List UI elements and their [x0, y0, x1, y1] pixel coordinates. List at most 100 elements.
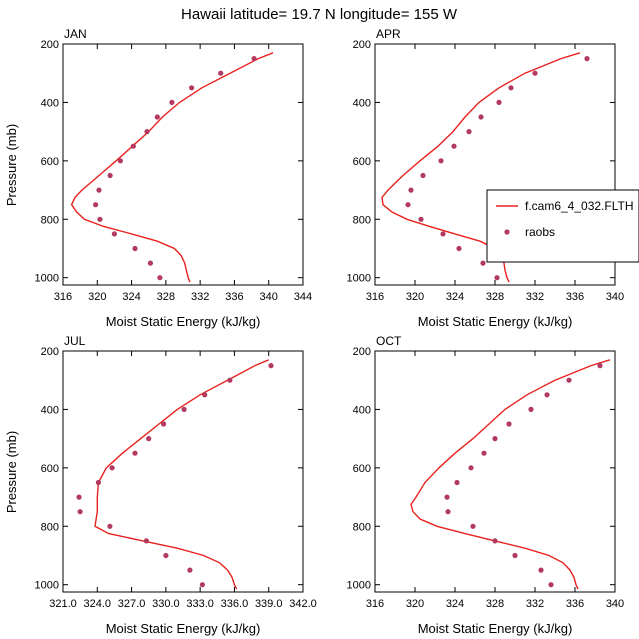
y-axis-label: Pressure (mb)	[4, 431, 19, 513]
y-tick-label: 800	[41, 214, 59, 226]
obs-point	[181, 406, 187, 412]
obs-point	[566, 377, 572, 383]
panel-jul: JUL 321.0 324.0 327.0 330.0 333.0 336.0 339.0 3…	[4, 334, 317, 636]
obs-point	[584, 56, 590, 62]
y-tick-label: 400	[353, 97, 371, 109]
obs-point	[548, 582, 554, 588]
y-tick-label: 400	[41, 404, 59, 416]
obs-point	[107, 172, 113, 179]
panel-title: JAN	[64, 27, 87, 41]
x-tick-label: 328	[486, 291, 504, 303]
obs-point	[456, 245, 462, 252]
plot-frame	[374, 350, 616, 593]
obs-point	[420, 172, 426, 179]
obs-point	[132, 450, 138, 456]
obs-point	[161, 421, 167, 427]
obs-point	[117, 158, 123, 164]
y-tick-label: 600	[353, 463, 371, 475]
x-tick-label: 316	[366, 291, 384, 303]
panel-title: OCT	[376, 334, 402, 348]
y-tick-label: 400	[41, 97, 59, 109]
obs-point	[496, 99, 502, 105]
data-marks	[410, 359, 611, 590]
x-tick-label: 340	[606, 598, 624, 610]
panel-oct: OCT 316 320 324 328 332 336 340 200 400 600 800 10…	[347, 334, 625, 636]
obs-point	[492, 436, 498, 442]
obs-point	[199, 582, 205, 588]
obs-point	[481, 450, 487, 456]
x-tick-label: 336	[225, 291, 243, 303]
obs-point	[494, 275, 500, 281]
y-axis-label: Pressure (mb)	[4, 124, 19, 206]
obs-point	[130, 143, 136, 149]
obs-point	[440, 231, 446, 237]
figure-title: Hawaii latitude= 19.7 N longitude= 155 W	[181, 6, 458, 23]
x-axis-label: Moist Static Energy (kJ/kg)	[106, 314, 261, 329]
obs-point	[478, 114, 484, 120]
x-tick-label: 332	[191, 291, 209, 303]
obs-point	[227, 377, 233, 383]
x-axis-ticks: 316 320 324 328 332 336 340 344	[54, 44, 312, 303]
obs-point	[506, 421, 512, 427]
plot-frame	[62, 350, 304, 593]
panel-jan: JAN 316 320 324 328 332 336 340 344 200 400 600 80…	[4, 27, 312, 329]
y-tick-label: 200	[41, 346, 59, 358]
y-tick-label: 1000	[347, 580, 371, 592]
x-tick-label: 320	[406, 598, 424, 610]
x-axis-label: Moist Static Energy (kJ/kg)	[418, 314, 573, 329]
x-tick-label: 324	[446, 291, 464, 303]
obs-point	[202, 392, 208, 398]
x-tick-label: 328	[486, 598, 504, 610]
plot-frame	[62, 43, 304, 286]
x-tick-label: 333.0	[186, 598, 214, 610]
obs-point	[157, 275, 163, 281]
x-tick-label: 330.0	[152, 598, 180, 610]
obs-point	[492, 538, 498, 544]
x-tick-label: 316	[366, 598, 384, 610]
obs-point	[147, 260, 153, 266]
x-axis-ticks: 316 320 324 328 332 336 340	[366, 351, 624, 610]
obs-point	[187, 567, 193, 573]
obs-point	[218, 70, 224, 76]
x-tick-label: 332	[526, 291, 544, 303]
obs-point	[418, 216, 424, 222]
obs-point	[512, 552, 518, 559]
x-axis-label: Moist Static Energy (kJ/kg)	[106, 621, 261, 636]
obs-point	[528, 406, 534, 412]
obs-point	[466, 129, 472, 135]
x-tick-label: 336	[566, 598, 584, 610]
obs-point	[480, 260, 486, 266]
model-line	[94, 359, 269, 590]
obs-point	[451, 143, 457, 149]
y-tick-label: 1000	[347, 273, 371, 285]
obs-point	[107, 523, 113, 529]
obs-point	[93, 202, 99, 208]
obs-point	[111, 231, 117, 237]
obs-point	[154, 114, 160, 120]
y-tick-label: 200	[41, 39, 59, 51]
x-tick-label: 321.0	[49, 598, 77, 610]
obs-point	[438, 158, 444, 164]
y-axis-ticks: 200 400 600 800 1000	[347, 39, 615, 285]
legend-box	[486, 189, 639, 263]
x-tick-label: 336	[566, 291, 584, 303]
y-axis-ticks: 200 400 600 800 1000	[35, 39, 303, 285]
x-tick-label: 344	[294, 291, 312, 303]
obs-point	[251, 56, 257, 62]
y-axis-ticks: 200 400 600 800 1000	[35, 346, 303, 592]
y-tick-label: 200	[353, 39, 371, 51]
x-tick-label: 339.0	[255, 598, 283, 610]
obs-point	[468, 465, 474, 471]
obs-point	[169, 99, 175, 105]
obs-point	[189, 85, 195, 91]
x-axis-ticks: 321.0 324.0 327.0 330.0 333.0 336.0 339.0 342.0	[49, 351, 317, 610]
y-tick-label: 800	[41, 521, 59, 533]
obs-point	[405, 202, 411, 208]
obs-point	[408, 187, 414, 193]
obs-point	[146, 436, 152, 442]
obs-point	[538, 567, 544, 573]
model-line	[70, 52, 274, 283]
obs-point	[445, 509, 451, 515]
obs-point	[96, 187, 102, 193]
obs-point	[143, 538, 149, 544]
